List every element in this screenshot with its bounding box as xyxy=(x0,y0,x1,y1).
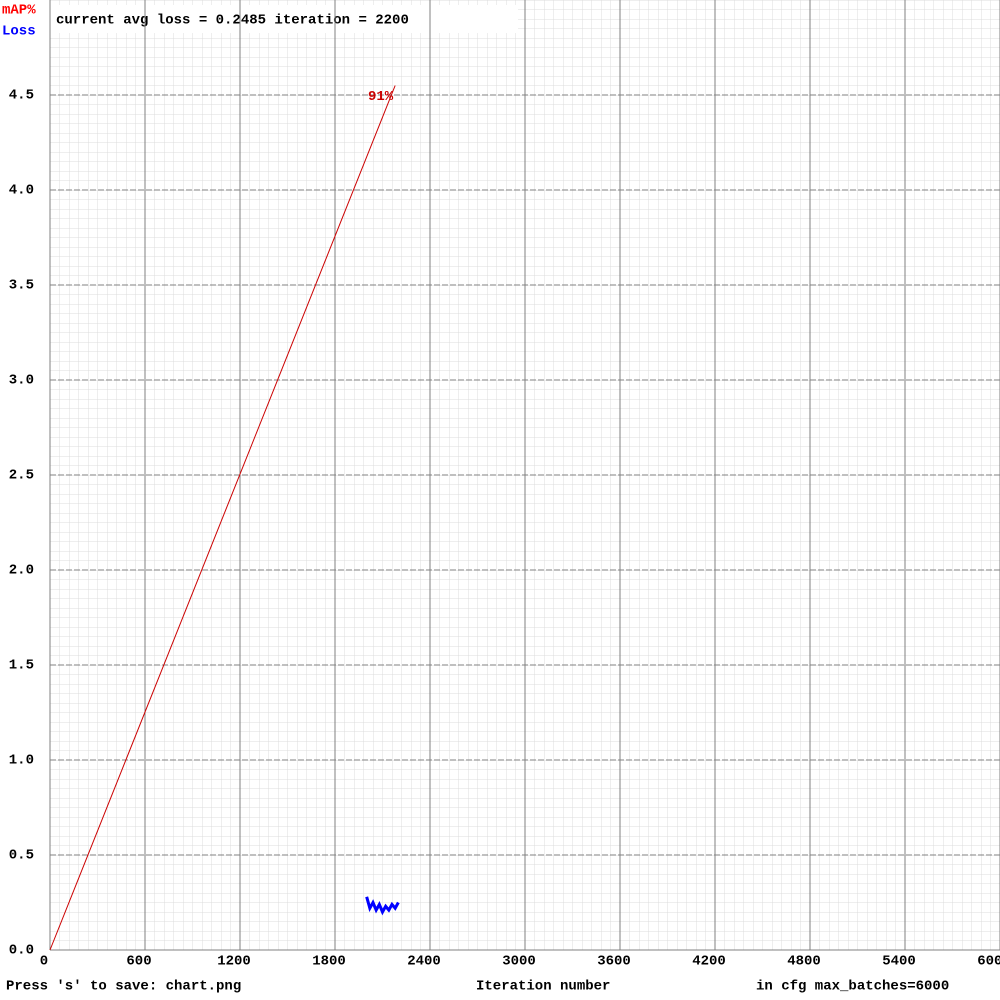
footer-left: Press 's' to save: chart.png xyxy=(6,979,241,995)
y-tick-label: 0.5 xyxy=(9,848,34,864)
x-tick-label: 5400 xyxy=(882,954,916,970)
x-axis-label: Iteration number xyxy=(476,979,610,995)
header: current avg loss = 0.2485 iteration = 22… xyxy=(56,13,409,29)
series-line xyxy=(49,85,396,951)
y-tick-label: 3.0 xyxy=(9,373,34,389)
y-tick-label: 4.5 xyxy=(9,88,34,104)
y-tick-label: 2.0 xyxy=(9,563,34,579)
legend-map: mAP% xyxy=(2,3,36,19)
y-tick-label: 1.5 xyxy=(9,658,34,674)
x-tick-label: 0 xyxy=(40,954,48,970)
y-tick-label: 4.0 xyxy=(9,183,34,199)
x-tick-label: 4800 xyxy=(787,954,821,970)
y-tick-label: 1.0 xyxy=(9,753,34,769)
legend-loss: Loss xyxy=(2,24,36,40)
y-tick-label: 3.5 xyxy=(9,278,34,294)
x-tick-label: 1800 xyxy=(312,954,346,970)
y-tick-label: 2.5 xyxy=(9,468,34,484)
x-tick-label: 1200 xyxy=(217,954,251,970)
y-tick-label: 0.0 xyxy=(9,943,34,959)
x-tick-label: 3600 xyxy=(597,954,631,970)
x-tick-label: 6000 xyxy=(977,954,1000,970)
header-box xyxy=(50,5,518,33)
footer-right: in cfg max_batches=6000 xyxy=(756,979,949,995)
series-line xyxy=(365,896,400,916)
x-tick-label: 2400 xyxy=(407,954,441,970)
value-label: 91% xyxy=(368,89,394,105)
x-tick-label: 3000 xyxy=(502,954,536,970)
x-tick-label: 600 xyxy=(126,954,151,970)
x-tick-label: 4200 xyxy=(692,954,726,970)
